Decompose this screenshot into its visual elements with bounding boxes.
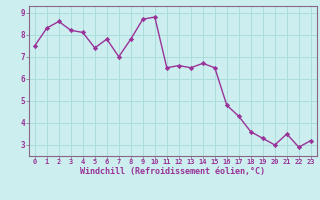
X-axis label: Windchill (Refroidissement éolien,°C): Windchill (Refroidissement éolien,°C) <box>80 167 265 176</box>
